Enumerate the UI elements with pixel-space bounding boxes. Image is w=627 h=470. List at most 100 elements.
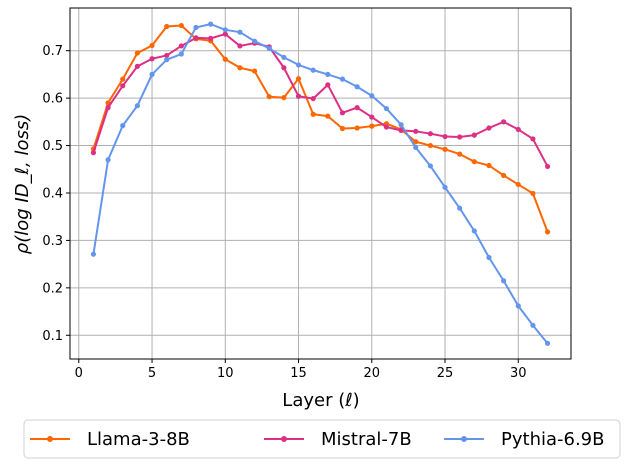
y-tick-label: 0.2 (42, 281, 63, 296)
data-point-pythia-6-9b (398, 122, 404, 128)
data-point-pythia-6-9b (471, 228, 477, 234)
data-point-pythia-6-9b (457, 205, 463, 211)
series-mistral-7b (90, 31, 551, 170)
data-point-mistral-7b (354, 105, 360, 111)
data-point-llama-3-8b (471, 159, 477, 165)
data-point-llama-3-8b (251, 68, 258, 74)
data-point-llama-3-8b (281, 95, 287, 101)
y-axis-label: ρ(log ID_ℓ, loss) (12, 114, 33, 254)
data-point-pythia-6-9b (383, 105, 390, 112)
data-point-mistral-7b (544, 163, 551, 170)
data-point-pythia-6-9b (486, 254, 492, 261)
data-point-llama-3-8b (164, 23, 170, 30)
data-point-pythia-6-9b (90, 251, 97, 257)
data-point-pythia-6-9b (530, 322, 536, 328)
data-point-mistral-7b (530, 136, 536, 142)
data-point-pythia-6-9b (339, 76, 346, 82)
data-point-llama-3-8b (442, 146, 448, 152)
data-point-mistral-7b (208, 35, 214, 41)
data-point-pythia-6-9b (442, 184, 448, 190)
data-point-mistral-7b (339, 110, 346, 116)
data-point-mistral-7b (149, 56, 155, 62)
legend-swatch-marker (461, 436, 467, 442)
y-tick-label: 0.3 (42, 234, 63, 249)
data-point-mistral-7b (105, 105, 111, 111)
data-point-mistral-7b (164, 52, 170, 59)
data-point-llama-3-8b (120, 76, 126, 82)
data-point-llama-3-8b (295, 76, 302, 82)
data-point-llama-3-8b (325, 113, 331, 119)
data-point-llama-3-8b (149, 42, 155, 49)
data-point-mistral-7b (442, 133, 448, 140)
data-point-mistral-7b (120, 83, 126, 89)
data-point-mistral-7b (369, 114, 375, 120)
data-point-llama-3-8b (266, 94, 272, 100)
data-point-llama-3-8b (413, 139, 419, 145)
data-point-pythia-6-9b (193, 24, 199, 31)
data-point-pythia-6-9b (222, 27, 228, 33)
data-point-pythia-6-9b (281, 54, 287, 60)
data-point-mistral-7b (310, 95, 316, 102)
data-point-pythia-6-9b (325, 71, 331, 78)
data-point-pythia-6-9b (251, 38, 258, 44)
grid (70, 8, 571, 359)
data-point-pythia-6-9b (120, 123, 126, 129)
legend-item-mistral-7b: Mistral-7B (264, 429, 412, 450)
axes: 0 5 10 15 20 25 30 0.1 0.2 0.3 0.4 0.5 0.6 0.7 (42, 44, 526, 381)
data-point-llama-3-8b (515, 181, 521, 188)
y-tick-label: 0.1 (42, 329, 63, 344)
data-point-mistral-7b (281, 65, 287, 71)
data-point-llama-3-8b (134, 50, 140, 56)
y-tick-label: 0.6 (42, 92, 63, 107)
legend-swatch-marker (281, 436, 287, 442)
data-point-llama-3-8b (457, 151, 463, 157)
data-point-pythia-6-9b (105, 157, 111, 163)
data-point-pythia-6-9b (310, 67, 316, 73)
data-point-pythia-6-9b (413, 144, 419, 151)
data-point-mistral-7b (383, 124, 390, 130)
data-point-mistral-7b (178, 43, 184, 49)
data-point-llama-3-8b (501, 172, 507, 179)
x-tick-label: 30 (510, 366, 527, 381)
data-point-mistral-7b (457, 134, 463, 140)
data-point-llama-3-8b (486, 162, 492, 169)
legend-box (23, 419, 621, 459)
data-point-pythia-6-9b (208, 21, 214, 27)
y-tick-label: 0.7 (42, 44, 63, 59)
data-point-mistral-7b (398, 127, 404, 133)
data-point-pythia-6-9b (237, 29, 243, 35)
data-point-llama-3-8b (178, 22, 184, 29)
data-point-mistral-7b (222, 31, 228, 37)
x-tick-label: 20 (363, 366, 380, 381)
y-tick-label: 0.5 (42, 139, 63, 154)
data-point-llama-3-8b (530, 190, 536, 197)
data-point-llama-3-8b (237, 65, 243, 71)
data-point-mistral-7b (325, 82, 331, 88)
series-pythia-6-9b (90, 21, 551, 346)
data-point-pythia-6-9b (295, 62, 302, 68)
data-point-llama-3-8b (427, 142, 433, 149)
legend-swatch-marker (47, 436, 53, 442)
legend-label: Pythia-6.9B (501, 429, 604, 450)
data-point-mistral-7b (134, 63, 140, 69)
data-point-pythia-6-9b (178, 51, 184, 57)
data-point-llama-3-8b (310, 111, 316, 117)
data-point-pythia-6-9b (427, 163, 433, 169)
data-point-mistral-7b (295, 93, 302, 99)
data-point-mistral-7b (193, 35, 199, 41)
data-point-pythia-6-9b (149, 71, 155, 78)
data-point-mistral-7b (413, 128, 419, 134)
data-point-pythia-6-9b (544, 340, 551, 346)
series-line-mistral-7b (92, 33, 549, 167)
y-tick-label: 0.4 (42, 186, 63, 201)
plot-frame (69, 7, 572, 360)
data-point-pythia-6-9b (164, 57, 170, 63)
data-point-llama-3-8b (354, 125, 360, 131)
x-axis-label: Layer (ℓ) (282, 390, 359, 411)
data-point-mistral-7b (515, 126, 521, 133)
series-llama-3-8b (90, 22, 551, 235)
data-point-pythia-6-9b (501, 278, 507, 284)
legend-item-pythia-6-9b: Pythia-6.9B (444, 429, 604, 450)
data-point-pythia-6-9b (515, 303, 521, 309)
